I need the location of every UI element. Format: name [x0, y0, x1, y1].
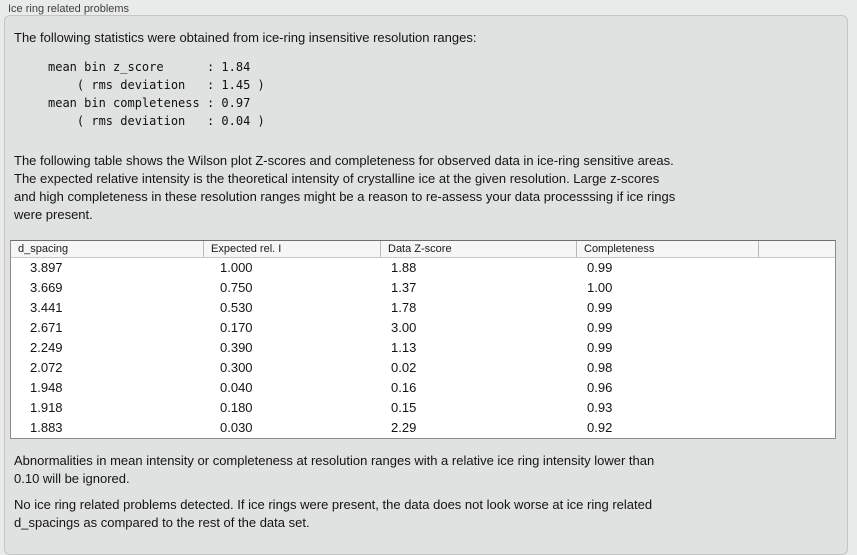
table-row[interactable]: 3.669 0.750 1.37 1.00	[11, 278, 835, 298]
table-cell	[758, 398, 835, 418]
table-cell: 1.37	[391, 280, 417, 295]
ice-ring-table: d_spacing Expected rel. I Data Z-score C…	[10, 240, 836, 439]
table-cell: 0.99	[587, 320, 613, 335]
column-header-completeness[interactable]: Completeness	[576, 241, 758, 257]
table-cell: 1.00	[587, 280, 613, 295]
table-cell: 2.671	[30, 320, 63, 335]
table-cell	[758, 298, 835, 318]
table-cell: 0.170	[220, 320, 253, 335]
table-row[interactable]: 2.671 0.170 3.00 0.99	[11, 318, 835, 338]
table-row[interactable]: 1.918 0.180 0.15 0.93	[11, 398, 835, 418]
table-cell: 0.750	[220, 280, 253, 295]
table-cell: 0.99	[587, 260, 613, 275]
table-cell: 0.030	[220, 420, 253, 435]
table-cell: 0.390	[220, 340, 253, 355]
table-row[interactable]: 3.441 0.530 1.78 0.99	[11, 298, 835, 318]
table-cell	[758, 358, 835, 378]
table-cell: 0.99	[587, 300, 613, 315]
table-cell: 3.441	[30, 300, 63, 315]
conclusion-text: No ice ring related problems detected. I…	[14, 497, 653, 530]
table-cell: 0.16	[391, 380, 417, 395]
table-body: 3.897 1.000 1.88 0.99 3.669 0.750 1.37 1.00 3.44…	[11, 258, 835, 438]
ice-ring-report-page: { "panel": { "title": "Ice ring related …	[4, 3, 848, 555]
table-cell: 0.96	[587, 380, 613, 395]
table-cell: 0.180	[220, 400, 253, 415]
table-cell: 2.249	[30, 340, 63, 355]
groupbox-content: The following statistics were obtained f…	[5, 16, 847, 532]
table-cell: 1.13	[391, 340, 417, 355]
column-header-expected-rel-i[interactable]: Expected rel. I	[203, 241, 380, 257]
table-cell: 3.669	[30, 280, 63, 295]
table-cell: 0.99	[587, 340, 613, 355]
column-header-d-spacing[interactable]: d_spacing	[18, 243, 69, 255]
table-description-text: The following table shows the Wilson plo…	[14, 153, 676, 222]
table-cell	[758, 278, 835, 298]
table-cell: 0.02	[391, 360, 417, 375]
table-row[interactable]: 1.948 0.040 0.16 0.96	[11, 378, 835, 398]
intro-text: The following statistics were obtained f…	[14, 30, 477, 45]
table-cell: 3.00	[391, 320, 417, 335]
table-cell: 1.948	[30, 380, 63, 395]
table-cell	[758, 418, 835, 438]
table-cell: 1.000	[220, 260, 253, 275]
table-cell: 2.29	[391, 420, 417, 435]
stats-summary-block: mean bin z_score : 1.84 ( rms deviation …	[48, 60, 265, 128]
ignore-note-text: Abnormalities in mean intensity or compl…	[14, 453, 655, 486]
table-row[interactable]: 2.072 0.300 0.02 0.98	[11, 358, 835, 378]
table-cell: 2.072	[30, 360, 63, 375]
table-cell	[758, 378, 835, 398]
table-cell	[758, 318, 835, 338]
table-cell: 0.530	[220, 300, 253, 315]
table-header-row: d_spacing Expected rel. I Data Z-score C…	[11, 241, 835, 258]
table-cell: 0.040	[220, 380, 253, 395]
column-header-data-z-score[interactable]: Data Z-score	[380, 241, 576, 257]
table-row[interactable]: 3.897 1.000 1.88 0.99	[11, 258, 835, 278]
table-cell: 1.78	[391, 300, 417, 315]
table-cell: 0.92	[587, 420, 613, 435]
column-header-blank	[758, 241, 835, 257]
table-row[interactable]: 1.883 0.030 2.29 0.92	[11, 418, 835, 438]
table-cell	[758, 258, 835, 278]
table-row[interactable]: 2.249 0.390 1.13 0.99	[11, 338, 835, 358]
table-cell: 1.88	[391, 260, 417, 275]
table-cell	[758, 338, 835, 358]
ice-ring-groupbox: The following statistics were obtained f…	[4, 15, 848, 555]
table-cell: 0.300	[220, 360, 253, 375]
table-cell: 0.98	[587, 360, 613, 375]
panel-title: Ice ring related problems	[8, 3, 130, 15]
table-cell: 1.918	[30, 400, 63, 415]
table-cell: 3.897	[30, 260, 63, 275]
table-cell: 0.15	[391, 400, 417, 415]
table-cell: 1.883	[30, 420, 63, 435]
table-cell: 0.93	[587, 400, 613, 415]
